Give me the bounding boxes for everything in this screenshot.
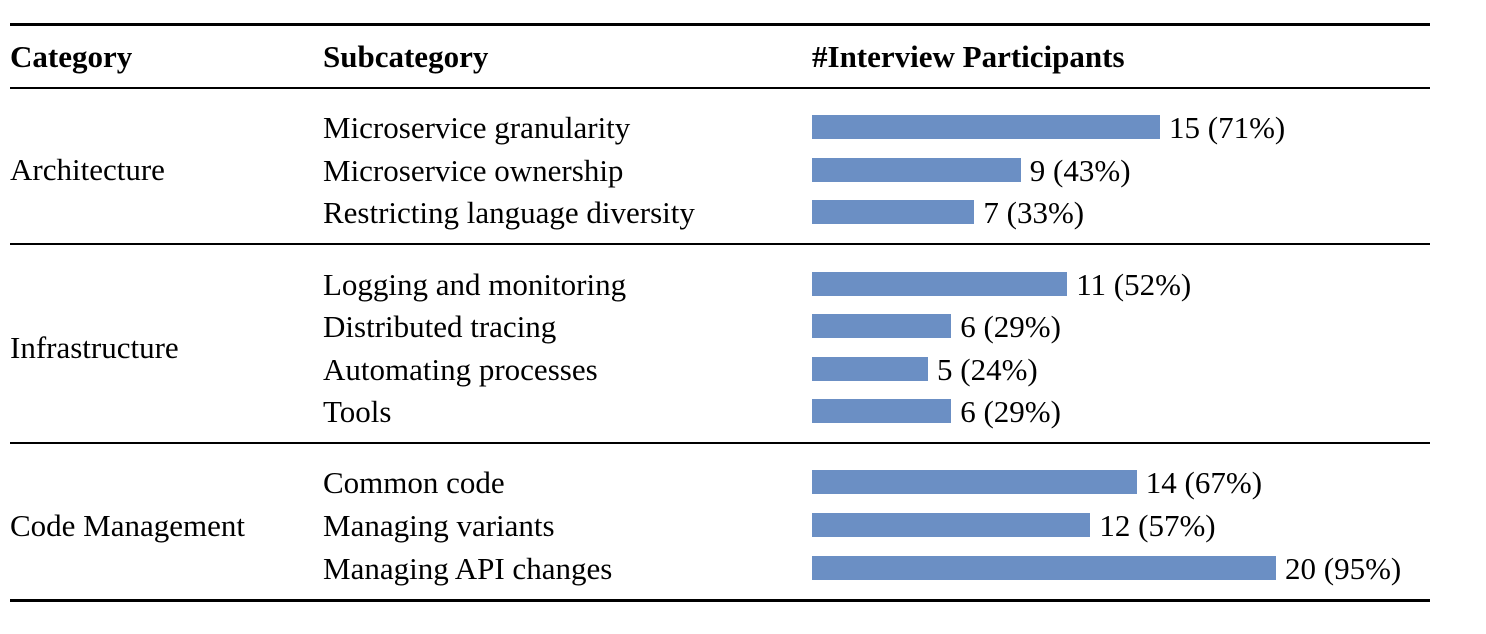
group-divider: [10, 243, 1430, 245]
subcategory-label: Managing variants: [323, 508, 555, 543]
participants-bar: [812, 357, 928, 381]
bar-value-label: 11 (52%): [1076, 267, 1192, 302]
bar-value-label: 12 (57%): [1099, 508, 1216, 543]
bar-value-label: 7 (33%): [983, 195, 1085, 230]
category-label: Infrastructure: [10, 330, 179, 365]
subcategory-label: Managing API changes: [323, 551, 613, 586]
participants-bar: [812, 158, 1021, 182]
bar-value-label: 15 (71%): [1169, 110, 1286, 145]
subcategory-label: Restricting language diversity: [323, 195, 695, 230]
subcategory-label: Tools: [323, 394, 392, 429]
participants-bar: [812, 314, 952, 338]
participants-bar: [812, 470, 1137, 494]
bar-value-label: 5 (24%): [937, 352, 1038, 387]
bar-value-label: 14 (67%): [1145, 465, 1263, 500]
header-rule: [10, 87, 1430, 89]
participants-bar: [812, 399, 952, 423]
bar-value-label: 20 (95%): [1285, 551, 1402, 586]
category-label: Code Management: [10, 508, 246, 543]
bar-value-label: 6 (29%): [960, 394, 1061, 429]
top-rule: [10, 23, 1430, 26]
subcategory-label: Automating processes: [323, 352, 598, 387]
subcategory-label: Common code: [323, 465, 505, 500]
subcategory-label: Microservice granularity: [323, 110, 631, 145]
participants-bar: [812, 200, 975, 224]
participants-bar: [812, 272, 1068, 296]
bottom-rule: [10, 599, 1430, 602]
bar-value-label: 6 (29%): [960, 309, 1061, 344]
group-divider: [10, 442, 1430, 444]
subcategory-label: Distributed tracing: [323, 309, 557, 344]
bar-value-label: 9 (43%): [1029, 153, 1131, 188]
header-category: Category: [10, 39, 133, 74]
category-label: Architecture: [10, 152, 165, 187]
subcategory-label: Microservice ownership: [323, 153, 624, 188]
participants-bar: [812, 115, 1160, 139]
header-participants: #Interview Participants: [812, 39, 1125, 74]
subcategory-label: Logging and monitoring: [323, 267, 627, 302]
header-subcategory: Subcategory: [323, 39, 489, 74]
participants-bar: [812, 556, 1276, 580]
participants-bar: [812, 513, 1091, 537]
